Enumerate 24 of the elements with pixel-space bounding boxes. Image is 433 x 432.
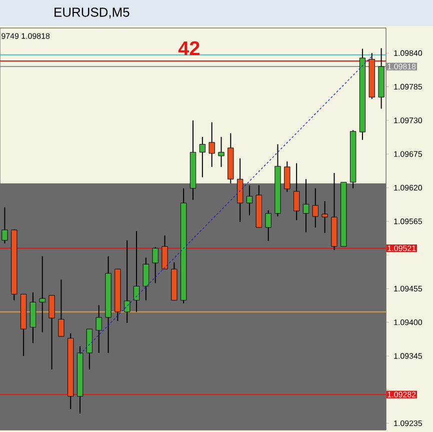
candlestick xyxy=(142,256,150,301)
candlestick xyxy=(48,294,55,370)
candlestick xyxy=(265,210,272,242)
candlestick xyxy=(96,304,102,354)
candlestick xyxy=(312,188,318,228)
candlestick xyxy=(322,200,328,234)
candlestick xyxy=(86,328,93,370)
candlestick xyxy=(246,184,253,216)
annotation: 42 xyxy=(178,41,200,56)
candlestick xyxy=(293,162,300,221)
candlestick xyxy=(2,206,8,244)
candlestick xyxy=(302,178,310,233)
candlestick xyxy=(208,122,215,168)
candlestick xyxy=(162,234,168,270)
candlestick xyxy=(218,136,224,168)
candlestick xyxy=(237,158,244,222)
candlestick xyxy=(39,256,46,333)
candlestick xyxy=(58,278,64,337)
candlestick xyxy=(199,136,206,178)
candlestick xyxy=(152,246,158,284)
candlestick xyxy=(284,160,290,192)
candlestick xyxy=(133,230,140,312)
candlestick xyxy=(124,240,130,324)
chart-title: EURUSD,M5 xyxy=(54,8,130,18)
